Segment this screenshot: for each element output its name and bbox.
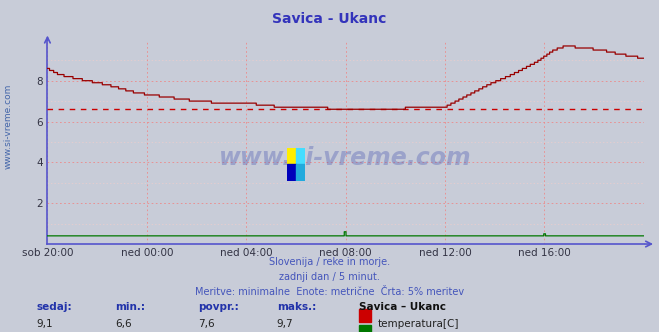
Text: Meritve: minimalne  Enote: metrične  Črta: 5% meritev: Meritve: minimalne Enote: metrične Črta:… <box>195 287 464 297</box>
Text: www.si-vreme.com: www.si-vreme.com <box>3 83 13 169</box>
Bar <box>287 148 296 164</box>
Bar <box>296 148 305 164</box>
Text: Slovenija / reke in morje.: Slovenija / reke in morje. <box>269 257 390 267</box>
Text: 7,6: 7,6 <box>198 319 214 329</box>
Text: maks.:: maks.: <box>277 302 316 312</box>
Text: 9,7: 9,7 <box>277 319 293 329</box>
Text: www.si-vreme.com: www.si-vreme.com <box>219 146 472 170</box>
Text: 6,6: 6,6 <box>115 319 132 329</box>
Text: min.:: min.: <box>115 302 146 312</box>
Text: 9,1: 9,1 <box>36 319 53 329</box>
Text: sedaj:: sedaj: <box>36 302 72 312</box>
Text: zadnji dan / 5 minut.: zadnji dan / 5 minut. <box>279 272 380 282</box>
Text: temperatura[C]: temperatura[C] <box>378 319 459 329</box>
Text: Savica – Ukanc: Savica – Ukanc <box>359 302 446 312</box>
Text: povpr.:: povpr.: <box>198 302 239 312</box>
Text: Savica - Ukanc: Savica - Ukanc <box>272 12 387 26</box>
Bar <box>287 164 296 181</box>
Bar <box>296 164 305 181</box>
